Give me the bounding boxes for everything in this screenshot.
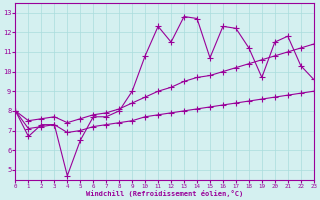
X-axis label: Windchill (Refroidissement éolien,°C): Windchill (Refroidissement éolien,°C) (86, 190, 243, 197)
